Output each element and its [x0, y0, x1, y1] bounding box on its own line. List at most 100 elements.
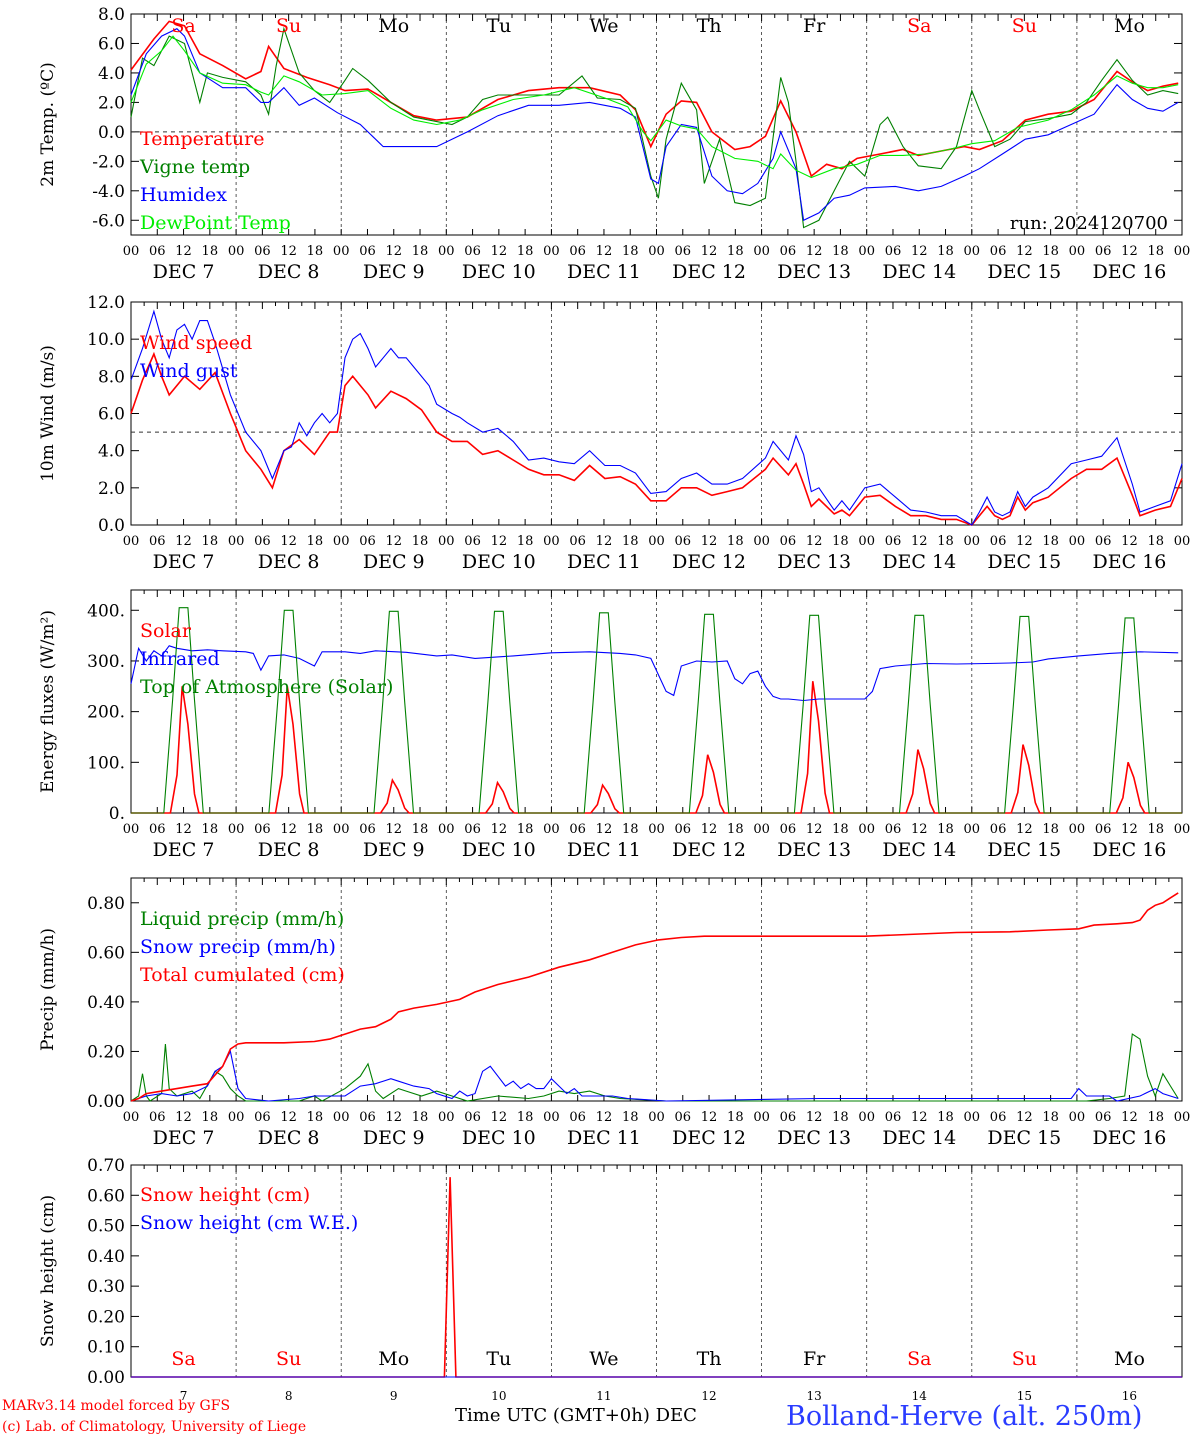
hour-tick-label: 18	[1042, 534, 1059, 549]
hour-tick-label: 18	[202, 244, 219, 259]
hour-tick-label: 12	[175, 244, 192, 259]
date-label: DEC 8	[258, 551, 320, 573]
hour-tick-label: 18	[307, 534, 324, 549]
date-label: DEC 16	[1093, 1127, 1167, 1149]
ylabel: 10m Wind (m/s)	[38, 345, 58, 482]
hour-tick-label: 18	[832, 534, 849, 549]
hour-tick-label: 00	[123, 1110, 140, 1125]
hour-tick-label: 06	[149, 1110, 166, 1125]
hour-tick-label: 12	[1016, 534, 1033, 549]
ytick-label: 0.00	[87, 1368, 125, 1388]
hour-tick-label: 06	[885, 534, 902, 549]
hour-tick-label: 18	[412, 1110, 429, 1125]
ylabel: Precip (mm/h)	[38, 928, 58, 1051]
ytick-label: 300.	[87, 652, 125, 672]
ytick-label: 6.0	[98, 405, 125, 425]
hour-tick-label: 12	[385, 244, 402, 259]
weekday-label: We	[589, 1348, 618, 1370]
hour-tick-label: 06	[780, 534, 797, 549]
hour-tick-label: 12	[806, 822, 823, 837]
hour-tick-label: 06	[149, 244, 166, 259]
ytick-label: 0.0	[98, 123, 125, 143]
hour-tick-label: 00	[543, 822, 560, 837]
hour-tick-label: 18	[307, 1110, 324, 1125]
series-line-green	[130, 1033, 1179, 1102]
series-line-green	[131, 607, 1182, 814]
model-credit: MARv3.14 model forced by GFS	[2, 1398, 231, 1414]
hour-tick-label: 12	[491, 822, 508, 837]
hour-tick-label: 00	[1174, 822, 1191, 837]
hour-tick-label: 06	[780, 1110, 797, 1125]
hour-tick-label: 06	[359, 534, 376, 549]
date-label: DEC 12	[672, 261, 746, 283]
hour-tick-label: 12	[175, 822, 192, 837]
ytick-label: -2.0	[92, 152, 125, 172]
date-label: DEC 11	[567, 261, 641, 283]
date-label: DEC 8	[258, 261, 320, 283]
hour-tick-label: 12	[911, 1110, 928, 1125]
weekday-label: Mo	[1114, 1348, 1145, 1370]
hour-tick-label: 12	[175, 1110, 192, 1125]
hour-tick-label: 06	[885, 822, 902, 837]
weekday-label: Th	[697, 1348, 722, 1370]
hour-tick-label: 18	[517, 822, 534, 837]
ytick-label: 0.20	[87, 1042, 125, 1062]
hour-tick-label: 18	[727, 534, 744, 549]
hour-tick-label: 00	[228, 1110, 245, 1125]
hour-tick-label: 06	[990, 1110, 1007, 1125]
hour-tick-label: 06	[990, 244, 1007, 259]
hour-tick-label: 18	[622, 244, 639, 259]
hour-tick-label: 12	[280, 534, 297, 549]
hour-tick-label: 00	[333, 822, 350, 837]
hour-tick-label: 12	[385, 1110, 402, 1125]
hour-tick-label: 18	[517, 244, 534, 259]
hour-tick-label: 18	[1042, 822, 1059, 837]
hour-tick-label: 12	[491, 244, 508, 259]
date-label: DEC 14	[882, 261, 956, 283]
hour-tick-label: 00	[648, 534, 665, 549]
hour-tick-label: 12	[1121, 822, 1138, 837]
hour-tick-label: 06	[359, 822, 376, 837]
hour-tick-label: 18	[937, 1110, 954, 1125]
hour-tick-label: 18	[517, 534, 534, 549]
hour-tick-label: 06	[1095, 244, 1112, 259]
weekday-label: Mo	[1114, 15, 1145, 37]
hour-tick-label: 00	[858, 1110, 875, 1125]
hour-tick-label: 12	[385, 822, 402, 837]
hour-tick-label: 00	[648, 822, 665, 837]
legend-blue: Snow height (cm W.E.)	[140, 1212, 358, 1234]
ytick-label: 0.40	[87, 993, 125, 1013]
series-line-blue	[130, 645, 1179, 702]
hour-tick-label: 18	[832, 822, 849, 837]
ytick-label: 0.60	[87, 943, 125, 963]
weekday-label: Su	[276, 15, 301, 37]
ytick-label: 0.60	[87, 1186, 125, 1206]
day-number: 10	[491, 1389, 506, 1403]
series-line-blue	[130, 1049, 1179, 1102]
ytick-label: -4.0	[92, 182, 125, 202]
hour-tick-label: 06	[569, 534, 586, 549]
hour-tick-label: 06	[990, 822, 1007, 837]
panel-3	[130, 589, 1183, 814]
ytick-label: 0.	[109, 804, 125, 824]
hour-tick-label: 12	[280, 1110, 297, 1125]
date-label: DEC 10	[462, 839, 536, 861]
date-label: DEC 10	[462, 1127, 536, 1149]
hour-tick-label: 12	[596, 822, 613, 837]
hour-tick-label: 00	[543, 244, 560, 259]
hour-tick-label: 06	[675, 1110, 692, 1125]
hour-tick-label: 18	[202, 534, 219, 549]
hour-tick-label: 12	[175, 534, 192, 549]
hour-tick-label: 00	[228, 534, 245, 549]
hour-tick-label: 06	[675, 244, 692, 259]
hour-tick-label: 12	[701, 244, 718, 259]
legend-red: Snow height (cm)	[140, 1184, 310, 1206]
hour-tick-label: 06	[464, 244, 481, 259]
ylabel: Energy fluxes (W/m²)	[38, 610, 58, 793]
hour-tick-label: 12	[806, 534, 823, 549]
hour-tick-label: 06	[254, 1110, 271, 1125]
hour-tick-label: 12	[911, 244, 928, 259]
ytick-label: 0.20	[87, 1307, 125, 1327]
hour-tick-label: 00	[438, 822, 455, 837]
